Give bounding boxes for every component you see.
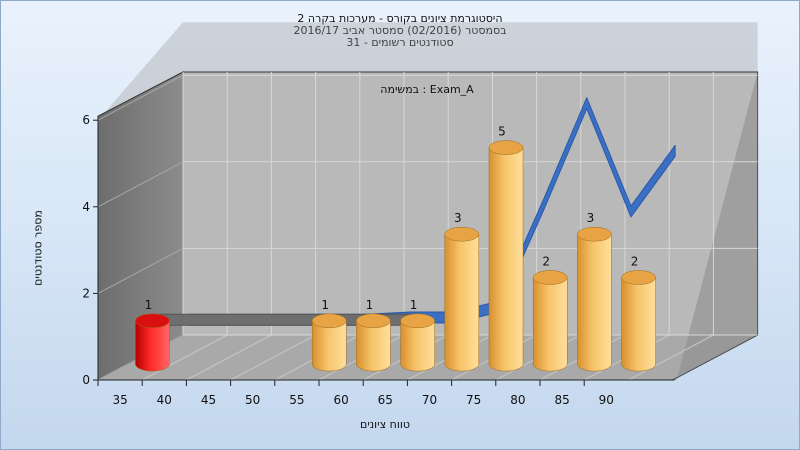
bar-top xyxy=(577,226,612,242)
bar-top xyxy=(400,313,435,329)
bar-value-label: 1 xyxy=(366,298,374,312)
grid-line-floor xyxy=(186,334,272,381)
x-tick-label: 45 xyxy=(201,393,216,407)
x-axis-label: טווח ציונים xyxy=(360,418,410,431)
y-tick-label: 4 xyxy=(82,200,90,214)
x-tick-label: 60 xyxy=(333,393,348,407)
bar-body xyxy=(577,233,612,372)
x-tick-label: 85 xyxy=(554,393,569,407)
bar-body xyxy=(311,320,347,372)
x-tick-label: 35 xyxy=(112,393,127,407)
bar-value-label: 1 xyxy=(410,298,418,312)
data-labels: 1 1 1 1 3 5 2 3 2 xyxy=(145,125,639,312)
chart-title-line-3: סטודנטים רשומים - 31 xyxy=(346,36,454,49)
bar-top xyxy=(311,313,347,329)
bar xyxy=(311,313,347,372)
bar xyxy=(444,226,480,372)
grid-line-left xyxy=(97,247,184,294)
grid-line-floor xyxy=(628,334,714,381)
bar xyxy=(577,226,612,372)
x-tick-label: 50 xyxy=(245,393,260,407)
bar-body xyxy=(621,277,656,372)
y-tick-label: 0 xyxy=(82,373,90,387)
x-tick-label: 70 xyxy=(422,393,437,407)
x-tick-label: 65 xyxy=(378,393,393,407)
bar-value-label: 2 xyxy=(542,255,550,269)
right-edge xyxy=(672,72,758,380)
x-tick-label: 75 xyxy=(466,393,481,407)
bar-body xyxy=(400,320,435,372)
bars xyxy=(135,140,656,372)
bar-value-label: 1 xyxy=(145,298,153,312)
bar xyxy=(532,270,568,372)
bar-top xyxy=(356,313,391,329)
bar-top xyxy=(488,140,524,155)
bar-value-label: 1 xyxy=(321,298,329,312)
bar-body xyxy=(444,233,480,372)
y-tick-label: 2 xyxy=(82,286,90,300)
grid-line-floor xyxy=(230,334,316,381)
bar-body xyxy=(135,320,170,372)
x-tick-label: 90 xyxy=(599,393,614,407)
x-tick-label: 80 xyxy=(510,393,525,407)
bar-top xyxy=(532,270,568,285)
bar-top xyxy=(444,226,480,242)
bar xyxy=(488,140,524,372)
bar-value-label: 3 xyxy=(454,211,462,225)
bar-body xyxy=(356,320,391,372)
x-tick-label: 40 xyxy=(157,393,172,407)
y-axis-label: מספר סטודנטים xyxy=(31,210,45,286)
grid-line-floor xyxy=(141,334,228,381)
bar-top xyxy=(621,270,656,285)
bar-value-label: 2 xyxy=(631,255,639,269)
bar-value-label: 5 xyxy=(498,125,506,139)
bar-top xyxy=(135,313,170,329)
y-tick-label: 6 xyxy=(82,113,90,127)
grid-line-left xyxy=(97,74,184,121)
grid-line-left xyxy=(97,161,184,208)
bar-body xyxy=(532,277,568,372)
bar xyxy=(135,313,170,372)
bar xyxy=(356,313,391,372)
chart-title-line-1: היסטוגרמת ציונים בקורס - מערכות בקרה 2 xyxy=(297,12,503,25)
bar xyxy=(621,270,656,372)
bar-value-label: 3 xyxy=(587,211,595,225)
chart-title-line-2: בסמסטר (02/2016) סמסטר אביב 2016/17 xyxy=(293,24,507,37)
x-tick-label: 55 xyxy=(289,393,304,407)
bar xyxy=(400,313,435,372)
bar-body xyxy=(488,147,524,372)
chart-subtitle: במשימה : Exam_A xyxy=(380,83,474,96)
